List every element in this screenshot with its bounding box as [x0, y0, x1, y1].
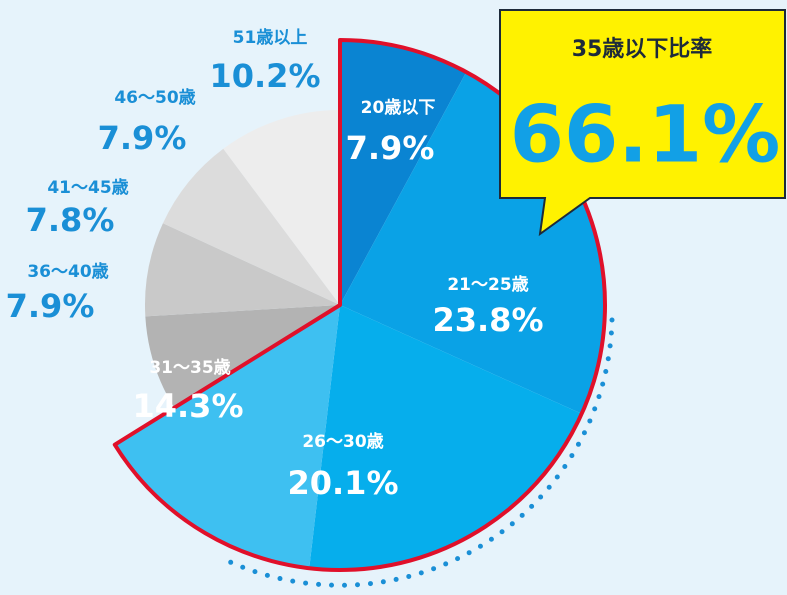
slice [223, 110, 340, 305]
labels: 20歳以下 7.9% 21〜25歳 23.8% 26〜30歳 20.1% 31〜35歳 14.… [6, 27, 544, 502]
slice [145, 305, 340, 408]
slice [114, 305, 340, 569]
slice [162, 148, 340, 305]
slice-value: 23.8% [432, 301, 543, 339]
slice [340, 40, 467, 305]
highlight-outline [112, 38, 607, 572]
callout: 35歳以下比率 66.1% [499, 9, 786, 237]
slice-value: 14.3% [132, 387, 243, 425]
slice-value: 10.2% [209, 57, 320, 95]
slice-name: 20歳以下 [361, 97, 436, 118]
callout-box [499, 9, 786, 237]
slice-value: 7.9% [346, 129, 435, 167]
slice [145, 223, 340, 317]
slice-name: 46〜50歳 [114, 87, 195, 108]
slice-name: 31〜35歳 [149, 357, 230, 378]
slice-value: 7.9% [98, 119, 187, 157]
callout-label: 35歳以下比率 [572, 36, 713, 62]
slice-value: 7.8% [26, 201, 115, 239]
slice-name: 26〜30歳 [302, 431, 383, 452]
callout-value: 66.1% [510, 90, 781, 180]
slice-name: 36〜40歳 [27, 261, 108, 282]
slice-value: 20.1% [287, 464, 398, 502]
slice-value: 7.9% [6, 287, 95, 325]
slice-name: 41〜45歳 [47, 177, 128, 198]
slice-name: 21〜25歳 [447, 274, 528, 295]
dotted-arc [227, 317, 615, 588]
slice-name: 51歳以上 [233, 27, 308, 48]
